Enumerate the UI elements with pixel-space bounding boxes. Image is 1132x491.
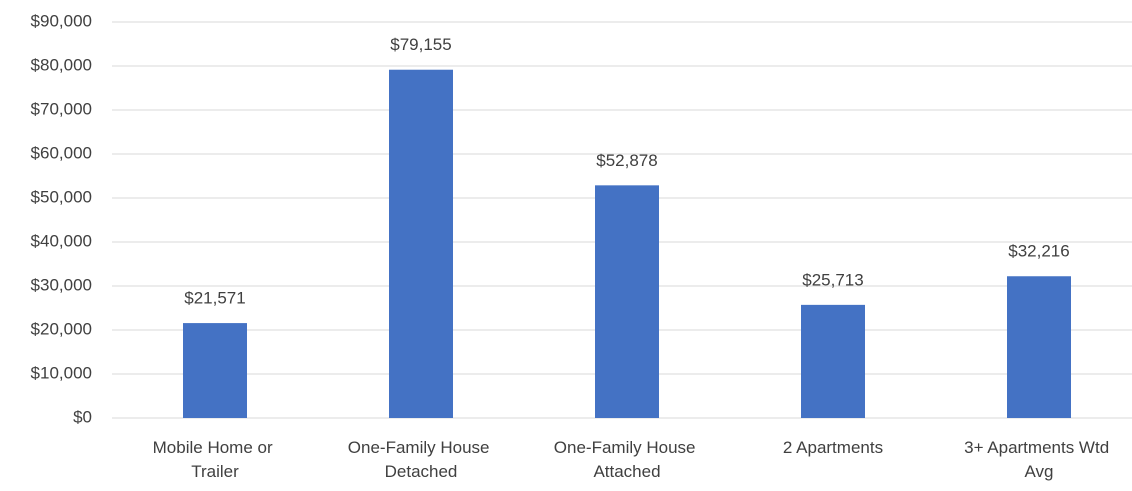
x-tick-label: One-Family House Attached bbox=[554, 438, 700, 481]
y-tick-label: $30,000 bbox=[31, 275, 92, 294]
y-tick-label: $40,000 bbox=[31, 231, 92, 250]
x-tick-label: Mobile Home or Trailer bbox=[153, 438, 278, 481]
bar bbox=[595, 185, 659, 418]
x-tick-label: 3+ Apartments Wtd Avg bbox=[964, 438, 1114, 481]
y-tick-label: $90,000 bbox=[31, 11, 92, 30]
y-tick-label: $0 bbox=[73, 407, 92, 426]
y-tick-label: $70,000 bbox=[31, 99, 92, 118]
data-label: $32,216 bbox=[1008, 242, 1069, 261]
bar bbox=[1007, 276, 1071, 418]
y-tick-label: $60,000 bbox=[31, 143, 92, 162]
y-tick-label: $20,000 bbox=[31, 319, 92, 338]
x-tick-label: 2 Apartments bbox=[783, 438, 883, 457]
y-tick-label: $80,000 bbox=[31, 55, 92, 74]
bar bbox=[801, 304, 865, 418]
data-label: $21,571 bbox=[184, 289, 245, 308]
bar bbox=[389, 69, 453, 418]
x-tick-label: One-Family House Detached bbox=[348, 438, 494, 481]
data-label: $25,713 bbox=[802, 270, 863, 289]
bar bbox=[183, 323, 247, 418]
y-tick-label: $10,000 bbox=[31, 363, 92, 382]
y-tick-label: $50,000 bbox=[31, 187, 92, 206]
data-label: $52,878 bbox=[596, 151, 657, 170]
data-label: $79,155 bbox=[390, 35, 451, 54]
